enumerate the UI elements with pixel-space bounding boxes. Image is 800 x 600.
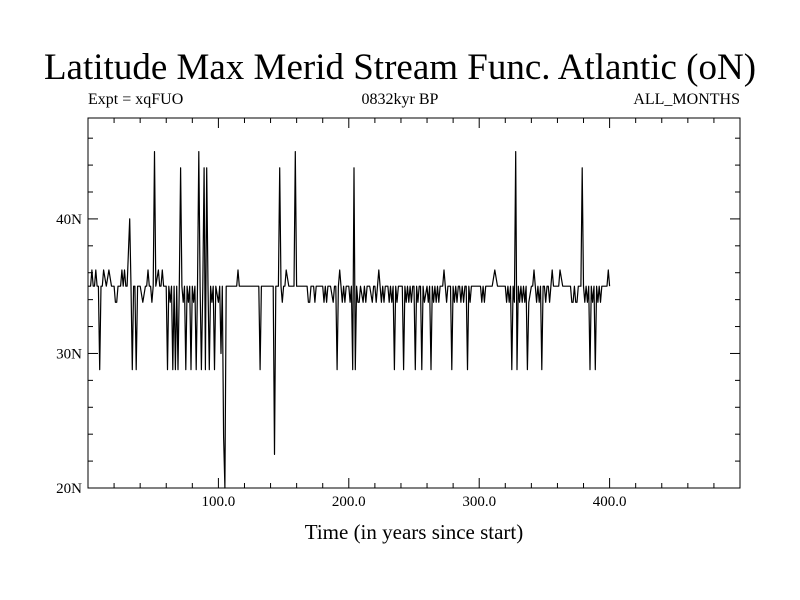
axis-ticks — [88, 118, 740, 489]
period-label: 0832kyr BP — [361, 91, 439, 108]
y-tick-label: 30N — [56, 346, 82, 362]
y-tick-label: 40N — [56, 212, 82, 228]
x-tick-label: 400.0 — [593, 494, 627, 510]
months-label: ALL_MONTHS — [633, 91, 740, 108]
x-tick-label: 200.0 — [332, 494, 366, 510]
x-tick-label: 300.0 — [462, 494, 496, 510]
x-axis-title: Time (in years since start) — [304, 520, 524, 544]
series-line — [88, 151, 611, 489]
plot-frame — [87, 117, 741, 489]
axis-tick-labels: 100.0 200.0 300.0 400.0 20N 30N 40N — [56, 212, 626, 510]
x-tick-label: 100.0 — [202, 494, 236, 510]
y-tick-label: 20N — [56, 481, 82, 497]
chart-title: Latitude Max Merid Stream Func. Atlantic… — [43, 47, 757, 88]
experiment-label: Expt = xqFUO — [88, 91, 184, 108]
